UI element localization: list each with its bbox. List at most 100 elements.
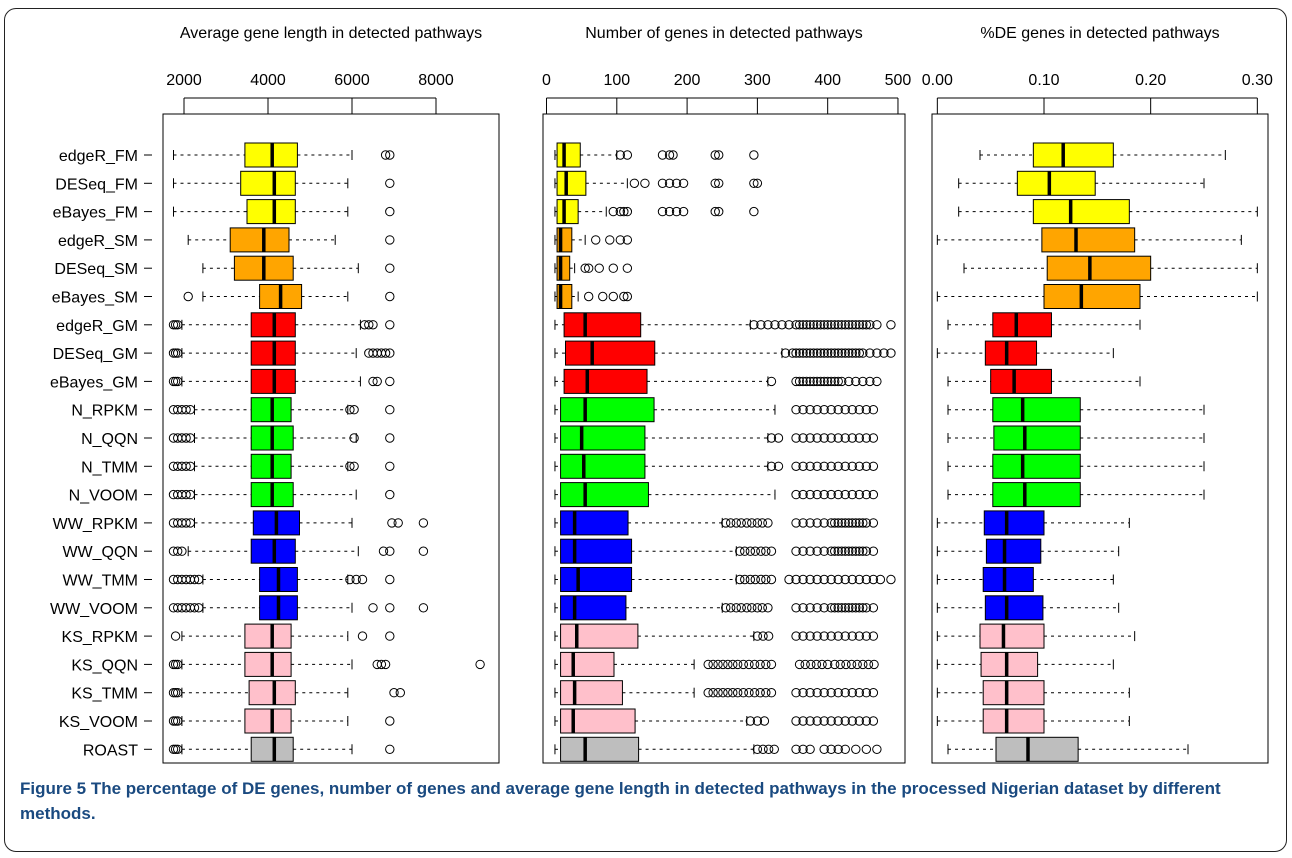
outlier-point bbox=[708, 659, 718, 670]
outlier-point bbox=[671, 206, 682, 217]
outlier-point bbox=[173, 744, 183, 754]
outlier-point bbox=[812, 376, 822, 387]
tick-label: 500 bbox=[885, 72, 912, 89]
outlier-point bbox=[826, 744, 836, 754]
iqr-box bbox=[560, 482, 649, 508]
figure-caption: Figure 5 The percentage of DE genes, num… bbox=[20, 776, 1275, 826]
outlier-point bbox=[173, 376, 183, 387]
tick-label: 200 bbox=[674, 72, 701, 89]
outlier-point bbox=[819, 405, 829, 415]
outlier-point bbox=[594, 263, 604, 273]
box-n-tmm bbox=[168, 453, 395, 479]
box-n-voom bbox=[168, 482, 395, 508]
outlier-point bbox=[798, 518, 808, 528]
outlier-point bbox=[798, 320, 808, 330]
outlier-point bbox=[745, 574, 756, 585]
tick-label: 400 bbox=[814, 72, 841, 89]
outlier-point bbox=[723, 688, 733, 698]
category-label-n-tmm: N_TMM bbox=[81, 459, 138, 476]
iqr-box bbox=[250, 736, 294, 762]
outlier-point bbox=[385, 263, 395, 273]
outlier-point bbox=[805, 716, 815, 726]
outlier-point bbox=[830, 376, 840, 387]
tick-label: 0.30 bbox=[1242, 72, 1273, 89]
category-label-edger-sm: edgeR_SM bbox=[58, 233, 138, 250]
outlier-point bbox=[886, 574, 896, 585]
outlier-point bbox=[840, 546, 850, 556]
outlier-point bbox=[385, 546, 395, 556]
box-ww-qqn bbox=[168, 538, 429, 564]
tick-label: 8000 bbox=[418, 72, 454, 89]
outlier-point bbox=[185, 489, 196, 500]
outlier-point bbox=[752, 178, 763, 189]
category-label-edger-fm: edgeR_FM bbox=[59, 148, 138, 165]
outlier-point bbox=[725, 603, 736, 613]
outlier-point bbox=[622, 235, 633, 245]
outlier-point bbox=[846, 659, 857, 670]
outlier-point bbox=[728, 659, 738, 670]
box-edger-sm bbox=[936, 227, 1242, 253]
box-edger-fm bbox=[979, 142, 1226, 168]
category-label-deseq-fm: DESeq_FM bbox=[55, 176, 138, 193]
plot-frame bbox=[542, 113, 906, 764]
outlier-point bbox=[861, 320, 872, 330]
outlier-point bbox=[385, 574, 395, 585]
outlier-point bbox=[703, 688, 713, 698]
iqr-box bbox=[1032, 199, 1130, 225]
outlier-point bbox=[761, 659, 771, 670]
box-ww-qqn bbox=[936, 538, 1120, 564]
outlier-point bbox=[854, 461, 865, 471]
box-n-qqn bbox=[947, 425, 1205, 451]
outlier-point bbox=[840, 489, 850, 500]
outlier-point bbox=[812, 461, 822, 471]
outlier-point bbox=[745, 546, 756, 556]
box-deseq-fm bbox=[173, 170, 395, 196]
outlier-point bbox=[868, 546, 879, 556]
iqr-box bbox=[564, 340, 656, 366]
outlier-point bbox=[385, 348, 395, 358]
outlier-point bbox=[875, 574, 886, 585]
outlier-point bbox=[664, 178, 675, 189]
outlier-point bbox=[713, 688, 723, 698]
box-ebayes-fm bbox=[958, 199, 1258, 225]
outlier-point bbox=[791, 631, 801, 641]
outlier-point bbox=[615, 150, 626, 160]
outlier-point bbox=[385, 320, 395, 330]
box-ww-tmm bbox=[554, 567, 896, 592]
box-ww-tmm bbox=[168, 567, 395, 592]
iqr-box bbox=[992, 453, 1081, 479]
outlier-point bbox=[791, 376, 801, 387]
outlier-point bbox=[710, 150, 720, 160]
outlier-point bbox=[173, 659, 183, 670]
outlier-point bbox=[714, 206, 724, 217]
outlier-point bbox=[861, 433, 872, 443]
outlier-point bbox=[668, 150, 678, 160]
outlier-point bbox=[868, 489, 879, 500]
outlier-point bbox=[185, 405, 196, 415]
outlier-point bbox=[173, 716, 183, 726]
outlier-point bbox=[819, 603, 829, 613]
box-edger-gm bbox=[947, 312, 1141, 338]
outlier-point bbox=[770, 320, 780, 330]
outlier-point bbox=[372, 376, 382, 387]
box-ks-rpkm bbox=[554, 623, 879, 649]
outlier-point bbox=[791, 320, 801, 330]
outlier-point bbox=[766, 659, 777, 670]
outlier-point bbox=[758, 631, 768, 641]
box-ww-rpkm bbox=[936, 510, 1130, 536]
figure-frame bbox=[4, 8, 1287, 852]
outlier-point bbox=[826, 461, 836, 471]
outlier-point bbox=[622, 291, 633, 302]
iqr-box bbox=[246, 199, 296, 225]
outlier-point bbox=[791, 716, 801, 726]
outlier-point bbox=[872, 376, 882, 387]
outlier-point bbox=[844, 376, 854, 387]
iqr-box bbox=[560, 510, 629, 536]
outlier-point bbox=[750, 546, 760, 556]
outlier-point bbox=[756, 546, 766, 556]
outlier-point bbox=[872, 744, 882, 754]
outlier-point bbox=[868, 688, 879, 698]
outlier-point bbox=[773, 461, 784, 471]
outlier-point bbox=[718, 688, 728, 698]
box-ebayes-sm bbox=[183, 284, 395, 309]
